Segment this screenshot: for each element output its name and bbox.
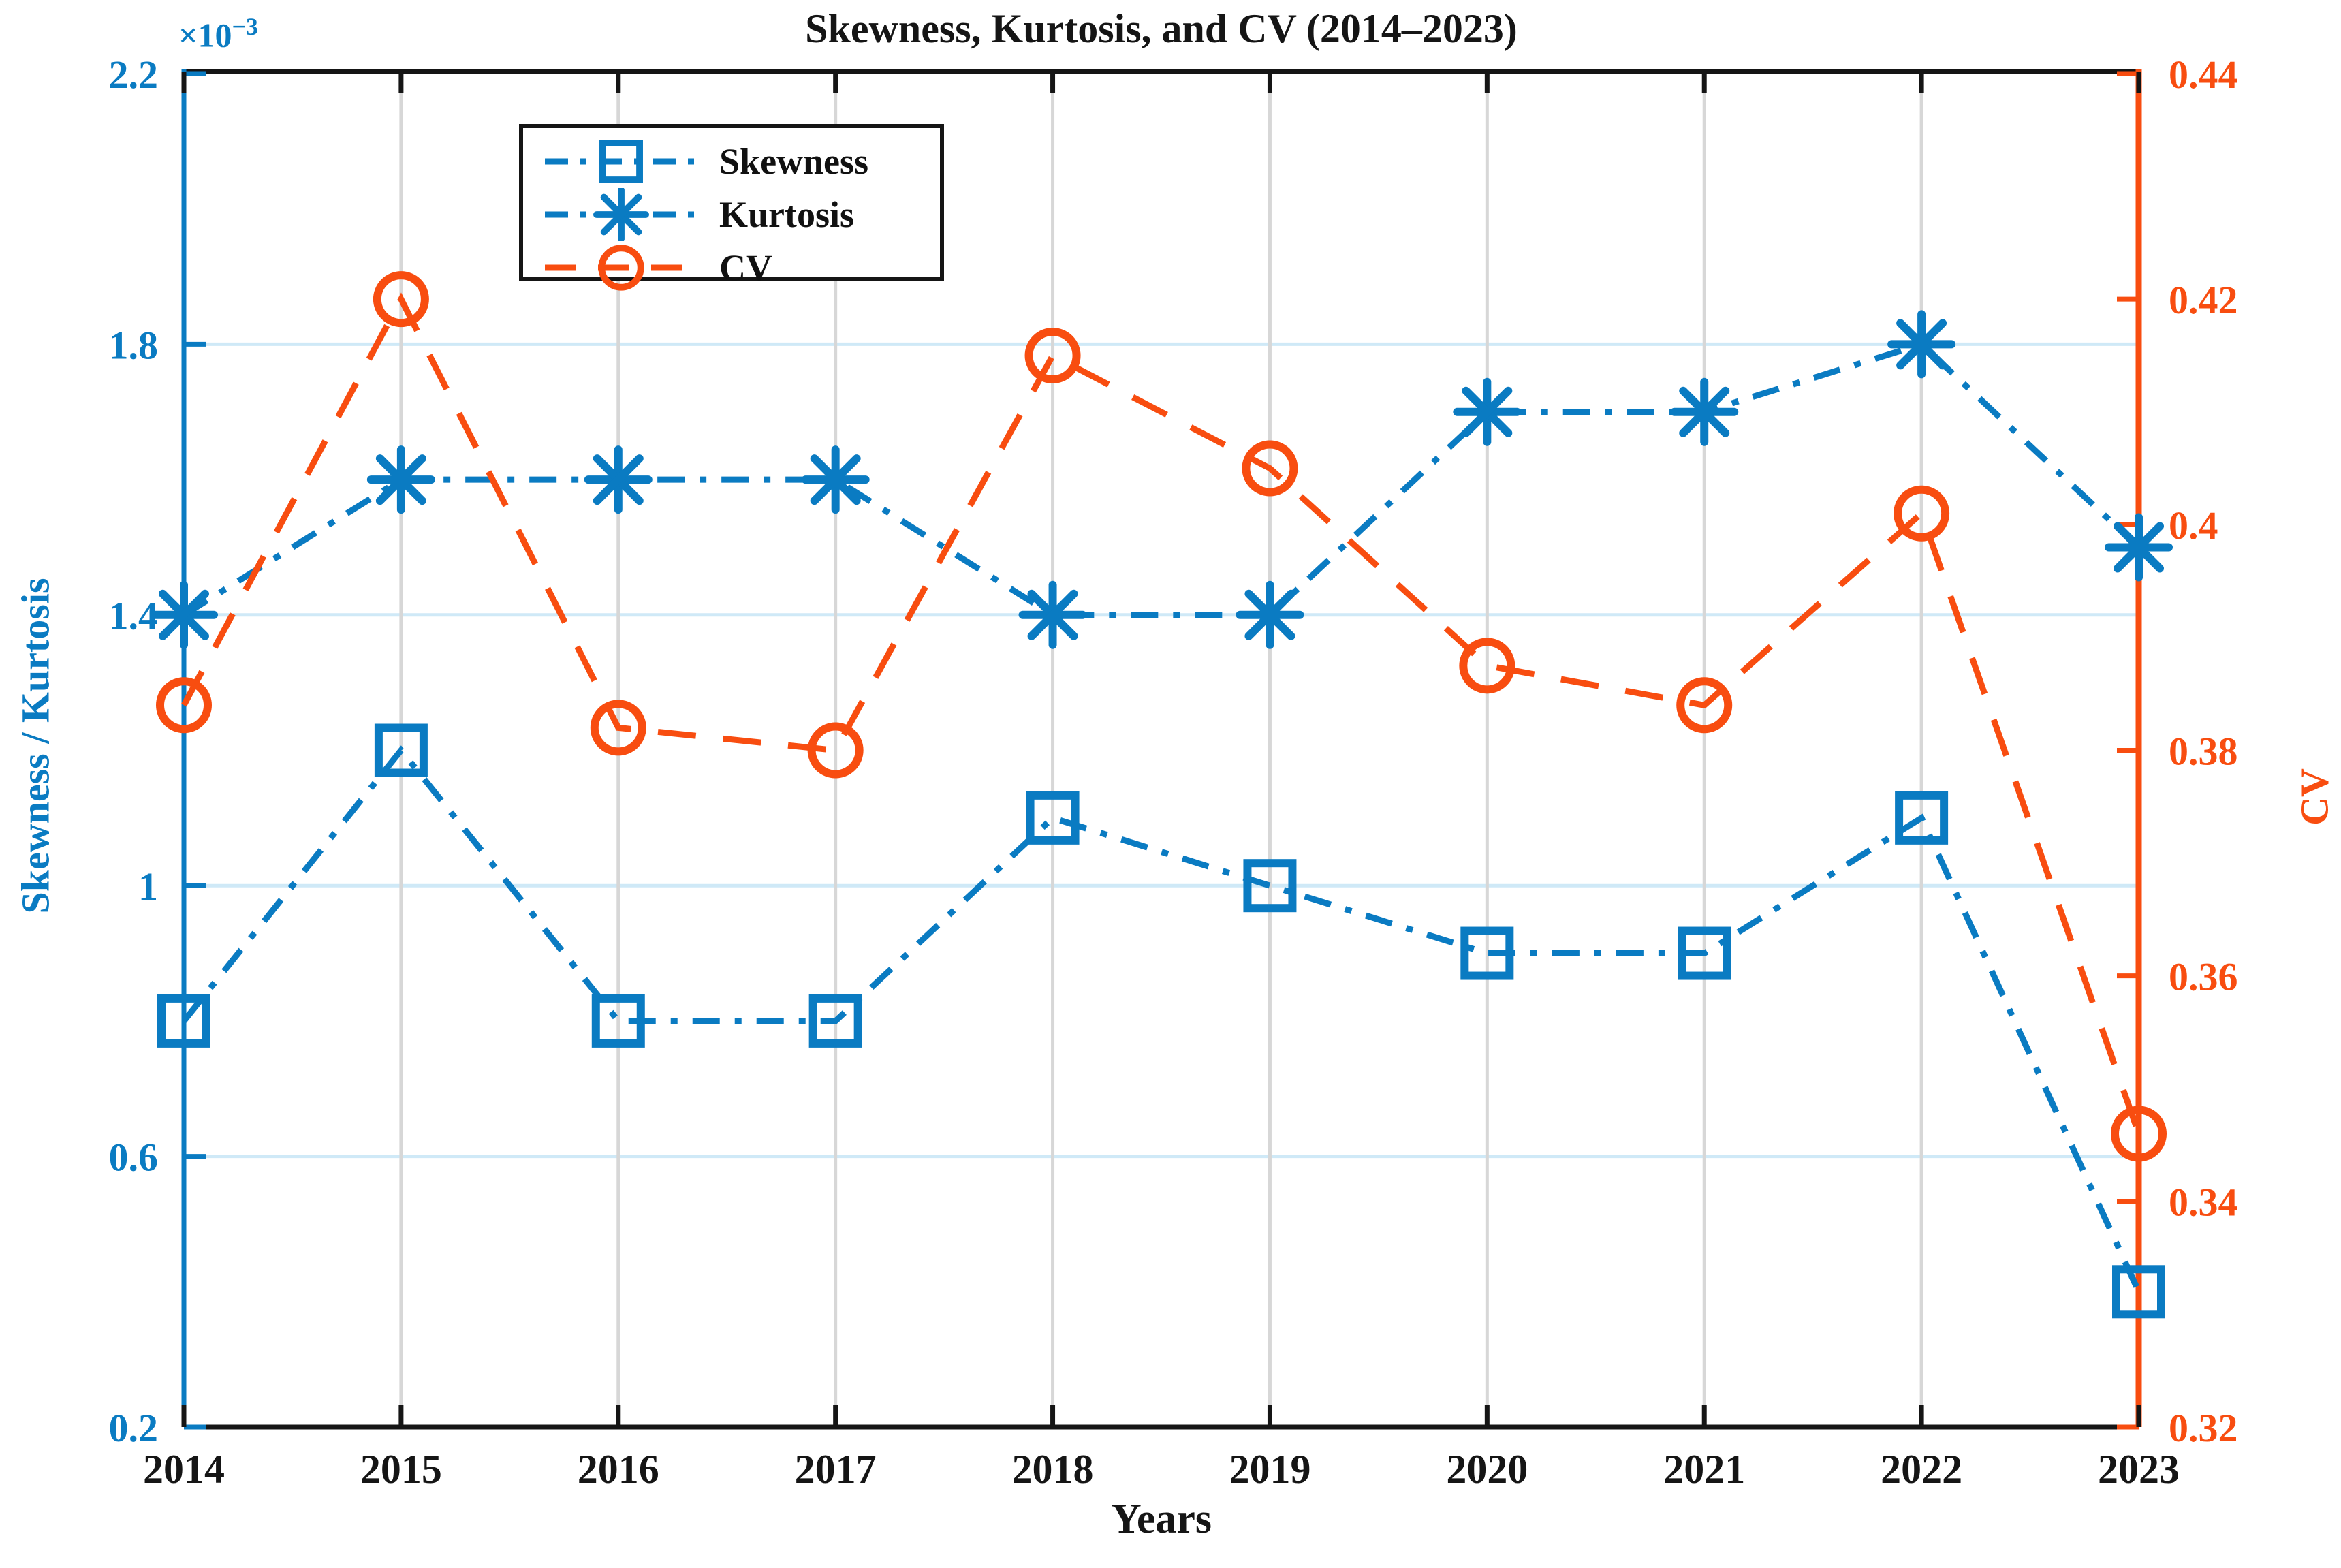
chart-title: Skewness, Kurtosis, and CV (2014–2023) <box>805 6 1518 51</box>
x-tick-label: 2015 <box>360 1447 442 1492</box>
marker-square <box>591 994 645 1048</box>
legend: Skewness Kurtosis CV <box>519 124 944 291</box>
marker-square <box>1243 859 1297 913</box>
series-markers-skewness <box>157 723 2165 1319</box>
marker-asterisk <box>593 454 644 505</box>
x-axis-label: Years <box>1110 1496 1212 1542</box>
kurtosis-line-sample-icon <box>545 188 697 241</box>
marker-asterisk <box>375 454 426 505</box>
x-tick-label: 2018 <box>1012 1447 1094 1492</box>
marker-circle <box>2111 1106 2167 1162</box>
left-axis-exponent: ×10−3 <box>178 12 258 55</box>
marker-square <box>808 994 862 1048</box>
left-tick-label: 1.4 <box>109 594 159 638</box>
right-tick-label: 0.4 <box>2169 503 2218 548</box>
legend-item-cv: CV <box>541 241 933 294</box>
series-markers-kurtosis <box>150 310 2173 649</box>
marker-square <box>374 723 428 777</box>
marker-circle <box>1894 485 1950 542</box>
marker-asterisk <box>1462 386 1513 437</box>
legend-label-cv: CV <box>719 247 772 288</box>
marker-asterisk <box>2114 522 2164 573</box>
cv-line-sample-icon <box>545 245 697 291</box>
left-tick-label: 1 <box>138 864 158 909</box>
x-tick-label: 2021 <box>1663 1447 1745 1492</box>
right-axis-label: CV <box>2292 768 2337 826</box>
marker-circle <box>373 271 429 328</box>
x-tick-label: 2014 <box>143 1447 225 1492</box>
x-tick-label: 2019 <box>1229 1447 1310 1492</box>
marker-circle <box>156 677 212 734</box>
left-tick-label: 2.2 <box>109 52 159 97</box>
marker-square <box>1895 791 1949 845</box>
marker-circle <box>807 722 864 779</box>
x-tick-label: 2016 <box>578 1447 659 1492</box>
legend-item-kurtosis: Kurtosis <box>541 188 933 241</box>
marker-square <box>157 994 210 1048</box>
skewness-line-sample-icon <box>545 140 697 183</box>
marker-square <box>1460 926 1514 980</box>
legend-label-skewness: Skewness <box>719 141 869 182</box>
left-tick-label: 0.2 <box>109 1406 159 1450</box>
exponent-base: ×10 <box>178 16 232 54</box>
marker-asterisk <box>600 193 642 236</box>
right-tick-label: 0.34 <box>2169 1180 2238 1225</box>
marker-asterisk <box>1244 589 1295 640</box>
right-tick-label: 0.36 <box>2169 955 2238 999</box>
marker-circle <box>1024 327 1081 383</box>
series-line-skewness <box>181 745 2142 1293</box>
right-tick-label: 0.32 <box>2169 1406 2238 1450</box>
marker-circle <box>1676 677 1733 734</box>
series-line-cv <box>181 292 2142 1135</box>
x-tick-label: 2023 <box>2098 1447 2180 1492</box>
marker-asterisk <box>159 589 209 640</box>
marker-square <box>599 140 643 183</box>
marker-circle <box>590 700 646 756</box>
marker-asterisk <box>1027 589 1078 640</box>
x-tick-label: 2020 <box>1446 1447 1528 1492</box>
marker-circle <box>598 245 644 291</box>
left-axis-label: Skewness / Kurtosis <box>13 578 58 914</box>
series-markers-cv <box>156 271 2167 1162</box>
legend-item-skewness: Skewness <box>541 135 933 188</box>
x-tick-label: 2022 <box>1881 1447 1962 1492</box>
marker-square <box>1678 926 1731 980</box>
legend-label-kurtosis: Kurtosis <box>719 194 855 235</box>
marker-asterisk <box>810 454 861 505</box>
marker-asterisk <box>1679 386 1730 437</box>
right-tick-label: 0.38 <box>2169 729 2238 773</box>
series-line-kurtosis <box>182 341 2141 618</box>
marker-asterisk <box>1896 319 1947 370</box>
right-tick-label: 0.44 <box>2169 52 2238 97</box>
marker-circle <box>1242 440 1298 497</box>
marker-square <box>1026 791 1080 845</box>
x-tick-label: 2017 <box>795 1447 877 1492</box>
right-tick-label: 0.42 <box>2169 278 2238 322</box>
exponent-power: −3 <box>232 13 259 40</box>
left-tick-label: 0.6 <box>109 1135 159 1179</box>
left-tick-label: 1.8 <box>109 323 159 367</box>
marker-circle <box>1459 638 1515 694</box>
marker-square <box>2112 1265 2165 1319</box>
